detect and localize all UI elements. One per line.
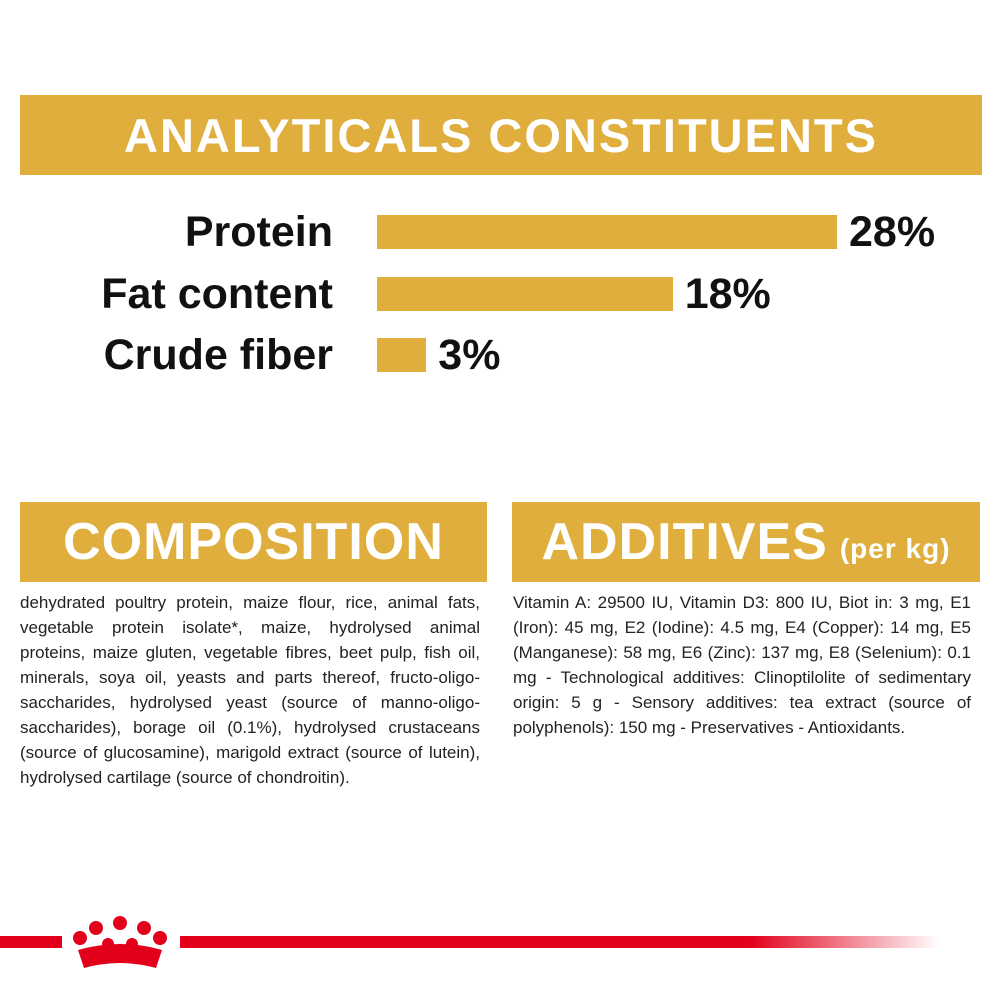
category-label: Crude fiber xyxy=(103,331,333,379)
additives-text: Vitamin A: 29500 IU, Vitamin D3: 800 IU,… xyxy=(513,593,971,737)
bar xyxy=(377,215,837,249)
footer-line xyxy=(0,936,62,948)
additives-banner: ADDITIVES (per kg) xyxy=(512,502,980,582)
additives-subtitle: (per kg) xyxy=(839,533,951,564)
chart-title: ANALYTICALS CONSTITUENTS xyxy=(124,108,878,162)
data-label: 3% xyxy=(438,331,501,379)
composition-title: COMPOSITION xyxy=(63,513,444,571)
footer-logo xyxy=(0,916,940,968)
footer-line xyxy=(180,936,940,948)
bar xyxy=(377,276,673,311)
additives-title: ADDITIVES xyxy=(541,513,828,571)
composition-banner: COMPOSITION xyxy=(20,502,487,582)
data-label: 28% xyxy=(849,208,936,256)
category-label: Fat content xyxy=(101,269,333,318)
category-label: Protein xyxy=(184,208,333,256)
title-banner: ANALYTICALS CONSTITUENTS xyxy=(20,95,982,175)
bar xyxy=(377,338,427,372)
data-label: 18% xyxy=(684,269,771,318)
crown xyxy=(73,916,167,968)
composition-text: dehydrated poultry protein, maize flour,… xyxy=(20,593,480,787)
